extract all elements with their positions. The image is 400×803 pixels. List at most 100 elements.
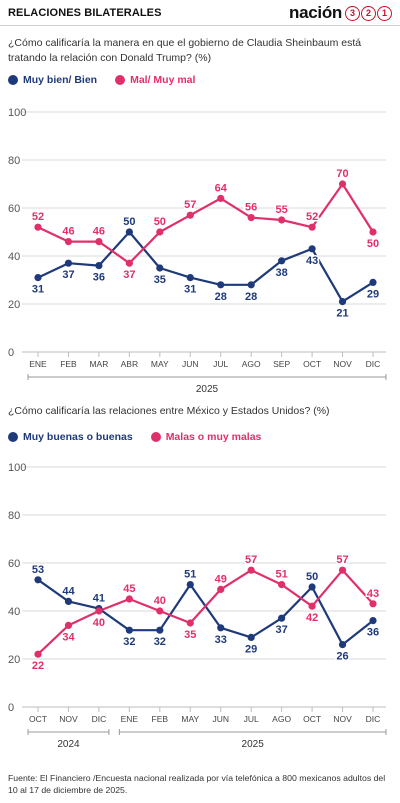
chart1-point (34, 274, 42, 282)
chart2-point (34, 650, 42, 658)
chart2-x-tick-label: JUL (244, 714, 259, 724)
chart2-point (125, 626, 133, 634)
chart2-data-label: 32 (123, 636, 135, 648)
chart1-point (95, 262, 103, 270)
chart2-data-label: 57 (336, 554, 348, 566)
legend-label: Malas o muy malas (165, 431, 262, 443)
chart1-point (308, 223, 316, 231)
chart1-point (278, 216, 286, 224)
chart2-series-line-1 (37, 569, 374, 655)
chart2-point (217, 624, 225, 632)
chart2-point (247, 566, 255, 574)
chart2-series-line-0 (37, 578, 374, 646)
chart1-data-label: 50 (367, 238, 379, 250)
chart2-data-label: 33 (215, 634, 227, 646)
chart2-point (338, 566, 347, 574)
chart1-point (64, 259, 73, 267)
chart1-point (34, 223, 42, 231)
chart2-data-label: 45 (123, 583, 135, 595)
chart1-legend-item-pink: Mal/ Muy mal (115, 74, 195, 86)
chart2-point (186, 619, 194, 627)
chart2-data-label: 53 (32, 564, 44, 576)
chart1-point (125, 259, 133, 267)
chart1-data-label: 37 (123, 269, 135, 281)
chart1-y-tick-label: 100 (8, 107, 26, 119)
header: RELACIONES BILATERALES nación 3 2 1 (0, 0, 400, 26)
chart1-data-label: 36 (93, 272, 105, 284)
chart2-data-label: 40 (154, 595, 166, 607)
header-divider (0, 25, 400, 26)
chart1-point (156, 264, 164, 272)
chart2-data-label: 34 (62, 631, 75, 643)
chart1-data-label: 31 (184, 284, 196, 296)
chart1-year-label: 2025 (196, 384, 219, 395)
chart1-data-label: 57 (184, 199, 196, 211)
chart2-data-label: 43 (367, 588, 379, 600)
chart2-x-tick-label: DIC (366, 714, 381, 724)
brand-digit-2: 2 (361, 5, 376, 21)
chart2-data-label: 44 (62, 585, 75, 597)
chart1-point (64, 238, 73, 246)
chart2-year-label: 2024 (57, 739, 80, 750)
chart1-x-tick-label: MAY (151, 359, 169, 369)
chart2-point (308, 602, 316, 610)
chart2-x-tick-label: MAY (181, 714, 199, 724)
chart1-data-label: 50 (123, 216, 135, 228)
chart1-data-label: 35 (154, 274, 166, 286)
chart1-x-tick-label: ENE (29, 359, 47, 369)
chart1-point (247, 214, 255, 222)
legend-label: Muy buenas o buenas (23, 431, 133, 443)
chart2-x-tick-label: AGO (272, 714, 291, 724)
chart1-x-tick-label: OCT (303, 359, 321, 369)
chart2-point (308, 583, 316, 591)
legend-swatch (8, 432, 18, 442)
chart1-point (186, 274, 194, 282)
section-title: RELACIONES BILATERALES (8, 7, 162, 19)
chart2-question: ¿Cómo calificaría las relaciones entre M… (8, 405, 330, 417)
chart1-point (338, 180, 347, 188)
chart1-point (369, 278, 377, 286)
chart2-data-label: 32 (154, 636, 166, 648)
chart2-point (186, 581, 194, 589)
chart2-x-tick-label: OCT (29, 714, 47, 724)
chart2-y-tick-label: 80 (8, 510, 20, 522)
brand-logo: nación 3 2 1 (289, 3, 392, 23)
chart1-point (308, 245, 316, 253)
chart1-legend: Muy bien/ Bien Mal/ Muy mal (8, 72, 213, 88)
chart2-legend-item-pink: Malas o muy malas (150, 431, 262, 443)
chart1-data-label: 55 (276, 204, 288, 216)
chart2-point (278, 614, 286, 622)
chart2-data-label: 50 (306, 571, 318, 583)
chart2-point (156, 626, 164, 634)
chart2-y-tick-label: 20 (8, 654, 20, 666)
legend-swatch (8, 75, 18, 85)
chart2-point (369, 600, 377, 608)
chart2-data-label: 22 (32, 660, 44, 672)
chart2-data-label: 36 (367, 627, 379, 639)
chart2-data-label: 51 (276, 569, 288, 581)
chart1-series-line-0 (37, 230, 374, 303)
chart2-x-tick-label: JUN (212, 714, 229, 724)
chart2-data-label: 42 (306, 612, 318, 624)
chart1-data-label: 52 (306, 211, 318, 223)
chart1-point (217, 281, 225, 289)
chart2-y-tick-label: 40 (8, 606, 20, 618)
chart1-y-tick-label: 0 (8, 347, 14, 359)
chart1-data-label: 28 (215, 291, 227, 303)
chart1-x-tick-label: ABR (121, 359, 138, 369)
chart1-x-tick-label: SEP (273, 359, 290, 369)
brand-word: nación (289, 3, 342, 22)
chart2-data-label: 37 (276, 624, 288, 636)
chart2-point (125, 595, 133, 603)
chart2-x-tick-label: ENE (121, 714, 139, 724)
chart1-data-label: 31 (32, 284, 44, 296)
brand-digit-1: 3 (345, 5, 360, 21)
chart1-x-tick-label: DIC (366, 359, 381, 369)
chart2-data-label: 57 (245, 554, 257, 566)
chart2-legend: Muy buenas o buenas Malas o muy malas (8, 429, 279, 445)
chart1-line-chart: 0 20 40 60 80 100 ENE FEB MAR ABR MAY JUN JUL AGO SEP O… (8, 107, 387, 395)
chart1-data-label: 21 (336, 308, 348, 320)
chart2-data-label: 40 (93, 617, 105, 629)
chart1-x-tick-label: FEB (60, 359, 77, 369)
chart2-y-tick-label: 100 (8, 462, 26, 474)
